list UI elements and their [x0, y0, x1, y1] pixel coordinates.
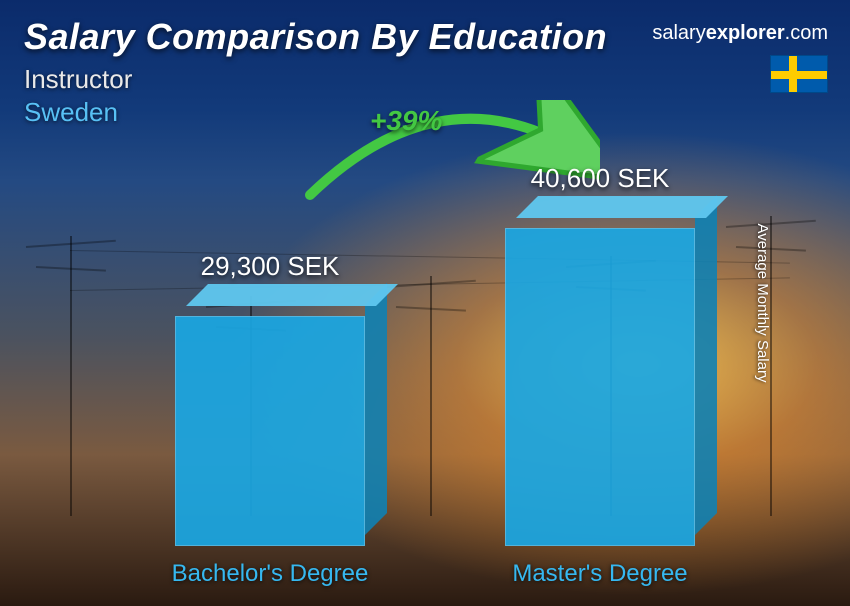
flag-icon [770, 55, 828, 93]
bar-category-label: Bachelor's Degree [140, 560, 400, 588]
bar-bachelors: 29,300 SEKBachelor's Degree [175, 316, 365, 546]
bar-masters: 40,600 SEKMaster's Degree [505, 228, 695, 546]
brand-text: salaryexplorer.com [652, 22, 828, 45]
bar-side [365, 283, 387, 535]
bar-value-label: 29,300 SEK [150, 251, 390, 282]
title-block: Salary Comparison By Education Instructo… [24, 16, 607, 128]
bar-chart: +39% 29,300 SEKBachelor's Degree40,600 S… [80, 160, 770, 546]
bar-3d [175, 316, 365, 546]
increase-percentage: +39% [370, 105, 442, 137]
bg-pylon [70, 236, 72, 516]
job-title: Instructor [24, 64, 607, 95]
bar-category-label: Master's Degree [470, 560, 730, 588]
infographic-canvas: Salary Comparison By Education Instructo… [0, 0, 850, 606]
bar-front [175, 316, 365, 546]
country-name: Sweden [24, 97, 607, 128]
brand-part2: explorer [706, 22, 785, 44]
page-title: Salary Comparison By Education [24, 16, 607, 58]
brand-part3: .com [785, 22, 828, 44]
bar-top [186, 284, 398, 306]
bar-value-label: 40,600 SEK [480, 163, 720, 194]
bar-front [505, 228, 695, 546]
bar-top [516, 196, 728, 218]
bar-3d [505, 228, 695, 546]
bar-side [695, 195, 717, 535]
brand-block: salaryexplorer.com [652, 22, 828, 98]
brand-part1: salary [652, 22, 705, 44]
